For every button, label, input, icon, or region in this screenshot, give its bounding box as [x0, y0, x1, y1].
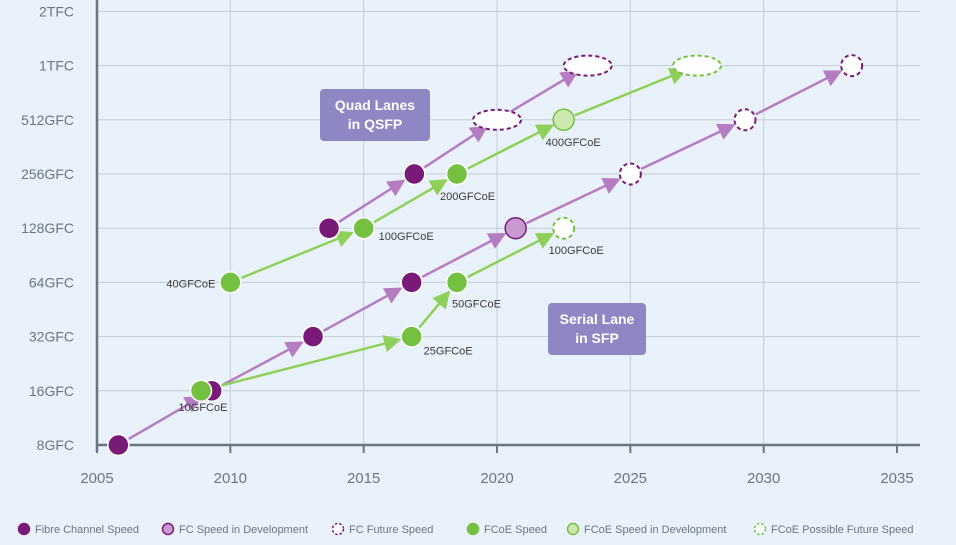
annotation-text: Quad Lanes [335, 97, 415, 113]
legend-label: FCoE Speed [484, 524, 547, 536]
fcoe-possible-future-speed-point [672, 54, 722, 77]
fc-speed-in-development-point [504, 216, 527, 240]
legend-label: FCoE Possible Future Speed [771, 524, 913, 536]
trend-arrow [240, 230, 354, 280]
annotation-background [548, 303, 646, 355]
fibre-channel-speed-point [317, 216, 341, 240]
fcoe-speed-point [219, 271, 242, 294]
fcoe-speed-point [352, 216, 375, 240]
y-tick-label: 8GFC [37, 437, 74, 453]
fcoe-speed-point [445, 162, 469, 186]
trend-arrow [467, 124, 555, 170]
annotation-text: in SFP [575, 330, 619, 346]
annotations: Quad Lanes in QSFP Serial Lane in SFP [320, 89, 646, 355]
fcoe-speed-point [400, 325, 423, 348]
legend-label: Fibre Channel Speed [35, 524, 139, 536]
legend: Fibre Channel Speed FC Speed in Developme… [17, 522, 913, 536]
point-label: 50GFCoE [452, 298, 501, 310]
y-tick-label: 2TFC [39, 3, 74, 19]
annotation-box: Quad Lanes in QSFP [320, 89, 430, 141]
fc-future-speed-point [472, 108, 522, 131]
fc-future-speed-point [840, 54, 864, 78]
fcoe-possible-future-speed-point [552, 216, 576, 240]
fcoe-speed-point [189, 379, 213, 403]
trend-arrow [128, 396, 203, 441]
fibre-channel-speed-point [400, 271, 423, 294]
trend-arrow [574, 68, 688, 117]
y-tick-label: 16GFC [29, 383, 74, 399]
trend-arrows [128, 68, 843, 441]
trend-arrow [418, 290, 451, 329]
point-label: 40GFCoE [166, 278, 215, 290]
trend-arrow [212, 335, 402, 390]
annotation-box: Serial Lane in SFP [548, 303, 646, 355]
fc-future-speed-point [562, 54, 613, 77]
point-label: 10GFCoE [179, 402, 228, 414]
fc-future-speed-point [618, 162, 642, 186]
y-tick-label: 128GFC [21, 220, 74, 236]
legend-marker [753, 522, 767, 536]
axes: 8GFC 16GFC 32GFC 64GFC 128GFC 256GFC 512GFC 1TF… [21, 0, 920, 487]
point-label: 25GFCoE [424, 346, 473, 358]
trend-arrow [525, 178, 621, 225]
trend-arrow [221, 341, 304, 387]
fc-future-speed-point [733, 108, 757, 132]
fcoe-speed-point [445, 271, 469, 294]
legend-marker [331, 522, 345, 536]
point-label: 400GFCoE [546, 137, 601, 149]
fibre-channel-speed-point [301, 325, 325, 348]
legend-marker [17, 522, 31, 536]
trend-arrow [373, 179, 448, 224]
legend-label: FCoE Speed in Development [584, 524, 726, 536]
legend-label: FC Future Speed [349, 524, 433, 536]
y-tick-label: 32GFC [29, 329, 74, 345]
trend-arrow [640, 123, 736, 171]
x-tick-label: 2015 [347, 470, 380, 487]
trend-arrow [322, 287, 403, 332]
trend-arrow [467, 232, 555, 279]
point-label: 100GFCoE [379, 231, 434, 243]
trend-arrow [421, 233, 507, 278]
trend-arrow [506, 70, 579, 115]
fcoe-speed-in-development-point [552, 108, 575, 132]
legend-marker [161, 522, 175, 536]
x-tick-label: 2005 [80, 470, 113, 487]
fibre-channel-speed-point [403, 162, 426, 186]
annotation-text: in QSFP [348, 116, 402, 132]
legend-marker [466, 522, 480, 536]
y-tick-label: 64GFC [29, 274, 74, 290]
point-label: 100GFCoE [549, 245, 604, 257]
point-labels: 10GFCoE 40GFCoE 25GFCoE 50GFCoE 100GFCoE 200G… [166, 137, 603, 414]
x-tick-label: 2030 [747, 470, 780, 487]
y-tick-label: 256GFC [21, 166, 74, 182]
annotation-text: Serial Lane [560, 311, 635, 327]
data-points [107, 54, 864, 457]
x-tick-label: 2010 [214, 470, 247, 487]
fibre-channel-speed-point [107, 433, 130, 457]
trend-arrow [423, 125, 489, 169]
y-tick-label: 512GFC [21, 112, 74, 128]
trend-arrow [755, 70, 843, 116]
y-tick-label: 1TFC [39, 58, 74, 74]
annotation-background [320, 89, 430, 141]
trend-arrow [338, 179, 406, 223]
x-tick-label: 2025 [614, 470, 647, 487]
legend-label: FC Speed in Development [179, 524, 308, 536]
x-tick-label: 2035 [880, 470, 913, 487]
x-tick-label: 2020 [480, 470, 513, 487]
point-label: 200GFCoE [440, 191, 495, 203]
legend-marker [566, 522, 580, 536]
